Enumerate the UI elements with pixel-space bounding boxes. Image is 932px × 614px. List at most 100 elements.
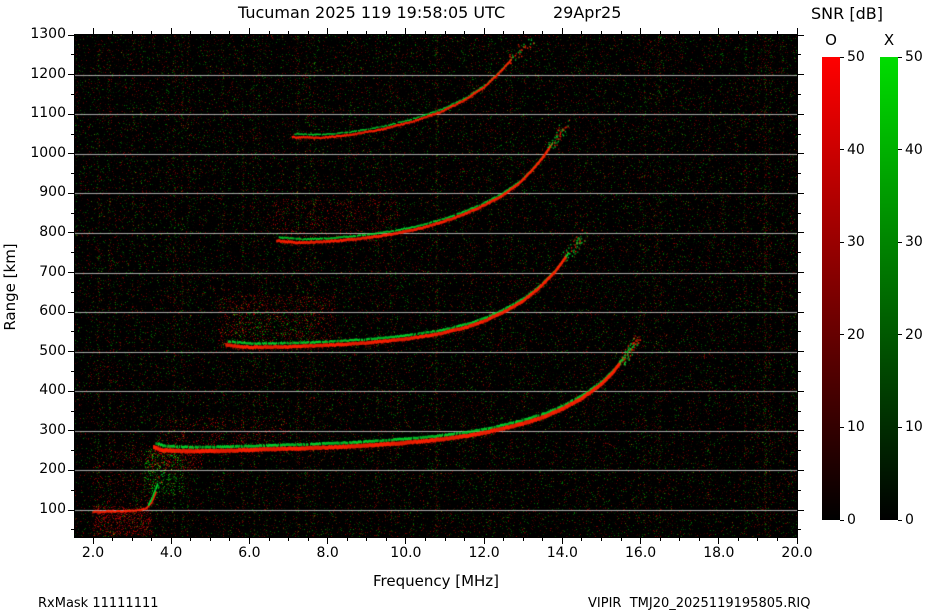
colorbar-o-tick (840, 149, 844, 151)
colorbar-x-gradient (880, 57, 898, 520)
y-tick-label: 500 (39, 342, 66, 359)
x-tick (796, 538, 798, 544)
y-tick-label: 600 (39, 303, 66, 320)
y-tick-label: 300 (39, 421, 66, 438)
plot-title: Tucuman 2025 119 19:58:05 UTC (238, 3, 506, 22)
x-tick (737, 538, 739, 541)
x-tick (776, 538, 778, 541)
y-tick-label: 900 (39, 184, 66, 201)
colorbar-x-tick-label: 0 (905, 512, 914, 528)
x-tick-label: 16.0 (625, 545, 657, 561)
x-tick-label: 10.0 (390, 545, 422, 561)
y-tick-label: 700 (39, 263, 66, 280)
colorbar-x-tick (898, 241, 902, 243)
colorbar-x-tick-label: 50 (905, 49, 923, 65)
y-tick (798, 351, 804, 353)
y-tick-label: 1000 (30, 144, 66, 161)
ionogram-canvas (75, 35, 797, 537)
x-tick (209, 538, 211, 541)
y-tick (798, 331, 801, 333)
colorbar-x-tick-label: 40 (905, 141, 923, 158)
colorbar-title: SNR [dB] (811, 4, 883, 23)
y-tick (798, 272, 804, 273)
colorbar-x-tick-label: 20 (905, 326, 923, 343)
y-tick (798, 509, 804, 511)
colorbar-o-gradient (822, 57, 840, 520)
colorbar-o-tick (840, 519, 844, 521)
x-tick-label: 8.0 (316, 545, 339, 561)
colorbar-o-tick-label: 10 (847, 419, 865, 436)
colorbar-o-tick (840, 334, 844, 336)
x-tick-label: 14.0 (546, 545, 578, 561)
y-tick (798, 192, 804, 194)
x-tick (112, 538, 114, 541)
x-tick (268, 538, 270, 541)
x-tick (679, 538, 681, 541)
x-tick (561, 538, 563, 544)
x-tick (620, 538, 622, 541)
y-tick-label: 400 (39, 382, 66, 399)
colorbar-x-tick (898, 149, 902, 151)
colorbar-o-label: O (825, 31, 837, 49)
y-tick (798, 489, 801, 491)
y-tick-label: 200 (39, 461, 66, 478)
y-tick (798, 212, 801, 214)
x-tick (698, 538, 700, 541)
x-tick (366, 538, 368, 541)
y-tick (798, 529, 801, 531)
y-tick (798, 390, 804, 392)
data-file-label: VIPIR TMJ20_2025119195805.RIQ (588, 596, 811, 611)
y-tick (798, 252, 801, 254)
rxmask-label: RxMask 11111111 (38, 596, 159, 611)
x-tick (640, 538, 642, 544)
y-tick-label: 1300 (30, 26, 66, 42)
x-tick (248, 538, 250, 544)
y-tick (798, 450, 801, 452)
x-tick (483, 538, 485, 544)
x-tick (659, 538, 661, 541)
colorbar-o-tick-label: 50 (847, 49, 865, 65)
y-tick (798, 469, 804, 471)
y-tick (798, 430, 804, 432)
x-tick (288, 538, 290, 541)
colorbar-x-tick-label: 30 (905, 234, 923, 251)
x-tick (718, 538, 720, 544)
y-tick (798, 54, 801, 56)
x-tick (327, 538, 329, 544)
y-tick-label: 100 (39, 501, 66, 517)
colorbar-o-tick (840, 426, 844, 428)
y-tick (798, 371, 801, 372)
colorbar-o-tick (840, 56, 844, 58)
x-tick (405, 538, 407, 544)
colorbar-x-tick (898, 334, 902, 336)
x-tick-label: 18.0 (703, 545, 735, 561)
y-axis-label: Range [km] (1, 243, 19, 331)
x-tick (92, 538, 94, 544)
colorbar-x-tick-label: 10 (905, 419, 923, 436)
x-tick (307, 538, 309, 541)
y-tick-label: 1200 (30, 65, 66, 82)
x-tick (151, 538, 153, 541)
x-tick (600, 538, 602, 541)
plot-date: 29Apr25 (553, 3, 622, 22)
colorbar-o-tick-label: 0 (847, 512, 856, 528)
colorbar-o-tick-label: 40 (847, 141, 865, 158)
x-tick (522, 538, 524, 541)
colorbar-x-tick (898, 426, 902, 428)
colorbar-o-tick-label: 20 (847, 326, 865, 343)
x-tick (190, 538, 192, 541)
x-tick (503, 538, 505, 541)
x-tick (542, 538, 544, 541)
y-tick (798, 133, 801, 135)
x-tick (170, 538, 172, 544)
y-tick-label: 800 (39, 223, 66, 240)
x-tick-label: 4.0 (160, 545, 183, 561)
colorbar-o-tick-label: 30 (847, 234, 865, 251)
colorbar-o-tick (840, 241, 844, 243)
y-tick (798, 113, 804, 115)
colorbar-x-label: X (883, 31, 895, 49)
x-tick (131, 538, 133, 541)
y-tick (798, 153, 804, 155)
y-tick (798, 93, 801, 95)
y-tick-label: 1100 (30, 105, 66, 122)
